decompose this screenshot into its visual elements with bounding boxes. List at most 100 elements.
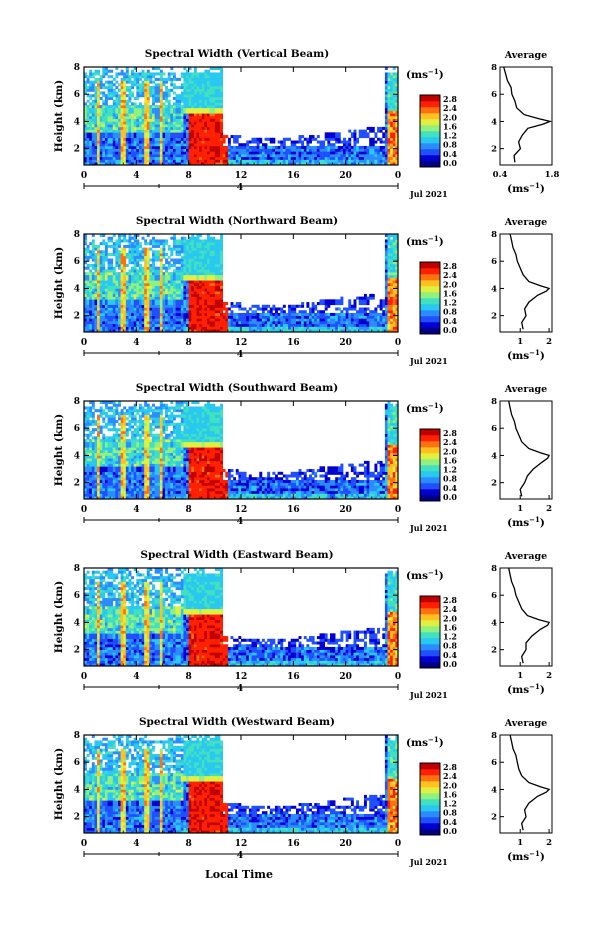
- heatmap-cell: [311, 312, 315, 316]
- heatmap-cell: [353, 315, 357, 319]
- heatmap-cell: [107, 323, 111, 327]
- heatmap-cell: [110, 304, 114, 308]
- heatmap-cell: [157, 159, 161, 163]
- heatmap-cell: [180, 129, 184, 133]
- heatmap-cell: [162, 304, 166, 308]
- heatmap-cell: [235, 135, 239, 139]
- heatmap-cell: [180, 283, 184, 287]
- heatmap-cell: [193, 145, 197, 149]
- heatmap-cell: [99, 280, 103, 284]
- heatmap-cell: [269, 310, 273, 314]
- heatmap-cell: [233, 304, 237, 308]
- heatmap-cell: [86, 326, 90, 330]
- heatmap-cell: [123, 140, 127, 144]
- heatmap-cell: [97, 285, 100, 289]
- heatmap-cell: [178, 247, 182, 251]
- heatmap-cell: [123, 236, 127, 240]
- heatmap-cell: [379, 321, 383, 325]
- heatmap-cell: [123, 96, 127, 100]
- heatmap-cell: [112, 135, 116, 139]
- heatmap-cell: [191, 272, 195, 276]
- heatmap-cell: [102, 102, 106, 106]
- heatmap-cell: [191, 315, 195, 319]
- heatmap-cell: [298, 304, 302, 308]
- heatmap-cell: [120, 250, 124, 254]
- heatmap-cell: [104, 154, 108, 158]
- heatmap-cell: [209, 293, 213, 297]
- heatmap-cell: [186, 272, 189, 276]
- heatmap-cell: [167, 124, 171, 128]
- heatmap-cell: [141, 126, 145, 130]
- heatmap-cell: [298, 326, 302, 330]
- heatmap-cell: [131, 236, 135, 240]
- heatmap-cell: [136, 121, 140, 125]
- heatmap-cell: [120, 277, 124, 281]
- heatmap-cell: [353, 129, 357, 133]
- heatmap-cell: [361, 315, 365, 319]
- heatmap-cell: [358, 315, 362, 319]
- heatmap-cell: [387, 293, 391, 297]
- heatmap-cell: [178, 312, 182, 316]
- heatmap-cell: [86, 280, 90, 284]
- heatmap-cell: [196, 277, 200, 281]
- heatmap-cell: [178, 151, 182, 155]
- heatmap-cell: [374, 315, 378, 319]
- heatmap-cell: [84, 129, 87, 133]
- heatmap-cell: [387, 132, 391, 136]
- heatmap-cell: [170, 247, 174, 251]
- heatmap-cell: [196, 323, 200, 327]
- heatmap-cell: [144, 143, 148, 147]
- heatmap-cell: [91, 145, 95, 149]
- heatmap-cell: [256, 145, 260, 149]
- heatmap-cell: [157, 86, 161, 90]
- heatmap-cell: [149, 126, 153, 130]
- heatmap-cell: [387, 162, 391, 166]
- heatmap-cell: [123, 126, 127, 130]
- heatmap-cell: [209, 140, 213, 144]
- heatmap-cell: [170, 113, 174, 117]
- heatmap-cell: [144, 255, 148, 259]
- heatmap-cell: [387, 118, 391, 122]
- heatmap-cell: [118, 263, 121, 267]
- heatmap-cell: [115, 96, 119, 100]
- heatmap-cell: [180, 299, 184, 303]
- heatmap-cell: [172, 162, 176, 166]
- heatmap-cell: [217, 299, 221, 303]
- heatmap-cell: [104, 323, 108, 327]
- heatmap-cell: [149, 323, 153, 327]
- heatmap-cell: [86, 304, 90, 308]
- heatmap-cell: [217, 83, 221, 87]
- heatmap-cell: [377, 159, 380, 163]
- heatmap-cell: [167, 154, 171, 158]
- heatmap-cell: [191, 258, 195, 262]
- heatmap-cell: [118, 116, 121, 120]
- heatmap-cell: [107, 329, 111, 333]
- heatmap-cell: [112, 293, 116, 297]
- heatmap-cell: [392, 124, 396, 128]
- heatmap-cell: [235, 148, 239, 152]
- heatmap-cell: [199, 102, 203, 106]
- heatmap-cell: [86, 156, 90, 160]
- heatmap-cell: [104, 145, 108, 149]
- heatmap-cell: [332, 137, 336, 141]
- heatmap-cell: [172, 116, 176, 120]
- heatmap-cell: [118, 299, 121, 303]
- heatmap-cell: [306, 302, 310, 306]
- heatmap-cell: [206, 72, 210, 76]
- heatmap-cell: [306, 321, 310, 325]
- heatmap-cell: [138, 310, 142, 314]
- heatmap-cell: [91, 151, 95, 155]
- heatmap-cell: [154, 321, 158, 325]
- heatmap-cell: [107, 253, 111, 257]
- heatmap-cell: [162, 285, 166, 289]
- heatmap-cell: [214, 315, 218, 319]
- heatmap-cell: [154, 266, 158, 270]
- heatmap-cell: [311, 137, 315, 141]
- heatmap-cell: [390, 250, 394, 254]
- heatmap-cell: [358, 135, 362, 139]
- heatmap-cell: [311, 323, 315, 327]
- heatmap-cell: [199, 263, 203, 267]
- heatmap-cell: [261, 304, 265, 308]
- heatmap-cell: [91, 312, 95, 316]
- heatmap-cell: [144, 72, 148, 76]
